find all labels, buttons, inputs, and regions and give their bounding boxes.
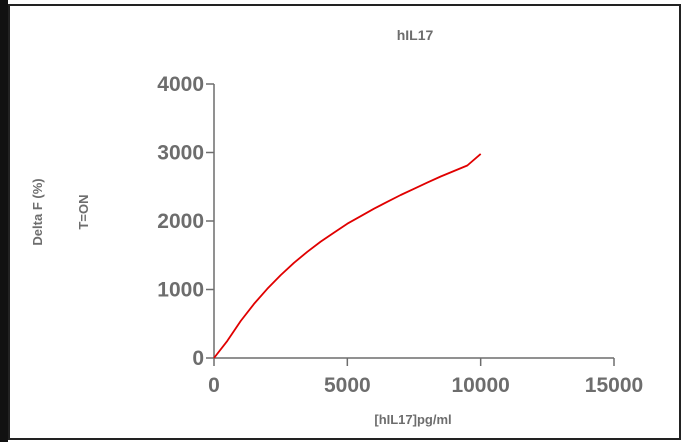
y-tick-label: 0 [192, 347, 204, 370]
y-axis-label: Delta F (%) [30, 178, 45, 245]
chart-title: hIL17 [397, 27, 434, 43]
y-tick-label: 1000 [157, 279, 204, 302]
x-tick-label: 15000 [585, 374, 643, 397]
x-axis-label: [hIL17]pg/ml [374, 412, 451, 427]
x-tick-label: 0 [208, 374, 220, 397]
x-tick-label: 10000 [451, 374, 509, 397]
y-tick-label: 2000 [157, 210, 204, 233]
y-tick-label: 3000 [157, 142, 204, 165]
y-ticks: 0 1000 2000 3000 4000 [157, 73, 214, 370]
plot-area [213, 153, 482, 359]
annotation-label: T=ON [76, 194, 91, 229]
x-ticks: 0 5000 10000 15000 [208, 358, 643, 397]
x-tick-label: 5000 [324, 374, 371, 397]
chart-border [8, 4, 681, 440]
series-line [213, 153, 482, 359]
left-edge-bar [0, 0, 8, 442]
y-tick-label: 4000 [157, 73, 204, 96]
